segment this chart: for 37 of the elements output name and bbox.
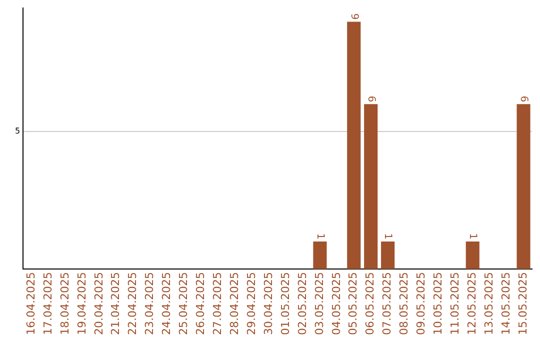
x-tick-label: 17.04.2025 [41, 272, 54, 336]
data-label: 1 [382, 233, 394, 240]
data-label: 6 [365, 96, 376, 102]
x-tick-label: 05.05.2025 [346, 272, 360, 336]
x-tick-label: 03.05.2025 [312, 272, 326, 336]
x-tick-label: 01.05.2025 [278, 272, 292, 336]
x-tick-label: 26.04.2025 [194, 272, 208, 336]
data-label: 1 [314, 233, 326, 240]
x-tick-label: 29.04.2025 [244, 272, 258, 336]
x-tick-label: 21.04.2025 [109, 272, 122, 336]
x-tick-label: 11.05.2025 [448, 272, 462, 336]
data-label: 9 [348, 13, 360, 20]
x-tick-label: 27.04.2025 [211, 272, 224, 336]
x-tick-label: 02.05.2025 [296, 272, 309, 336]
x-tick-label: 30.04.2025 [262, 272, 275, 336]
x-tick-label: 22.04.2025 [126, 272, 140, 336]
x-tick-label: 13.05.2025 [482, 272, 496, 336]
x-tick-label: 12.05.2025 [465, 272, 478, 336]
x-tick-label: 16.04.2025 [24, 272, 38, 336]
data-label: 6 [518, 96, 529, 102]
x-tick-label: 19.04.2025 [75, 272, 88, 336]
x-tick-label: 10.05.2025 [432, 272, 445, 336]
x-tick-label: 14.05.2025 [499, 272, 512, 336]
data-label: 1 [467, 233, 478, 240]
x-tick-label: 25.04.2025 [177, 272, 190, 336]
x-tick-label: 23.04.2025 [143, 272, 156, 336]
x-tick-label: 15.05.2025 [516, 272, 530, 336]
y-tick-label: 5 [14, 126, 20, 136]
x-tick-label: 18.04.2025 [58, 272, 72, 336]
x-tick-label: 24.04.2025 [160, 272, 174, 336]
x-tick-label: 28.04.2025 [228, 272, 241, 336]
x-tick-label: 09.05.2025 [414, 272, 428, 336]
x-tick-label: 04.05.2025 [330, 272, 343, 336]
x-tick-label: 06.05.2025 [364, 272, 377, 336]
x-tick-label: 08.05.2025 [398, 272, 411, 336]
x-tick-label: 07.05.2025 [380, 272, 394, 336]
x-tick-label: 20.04.2025 [92, 272, 106, 336]
